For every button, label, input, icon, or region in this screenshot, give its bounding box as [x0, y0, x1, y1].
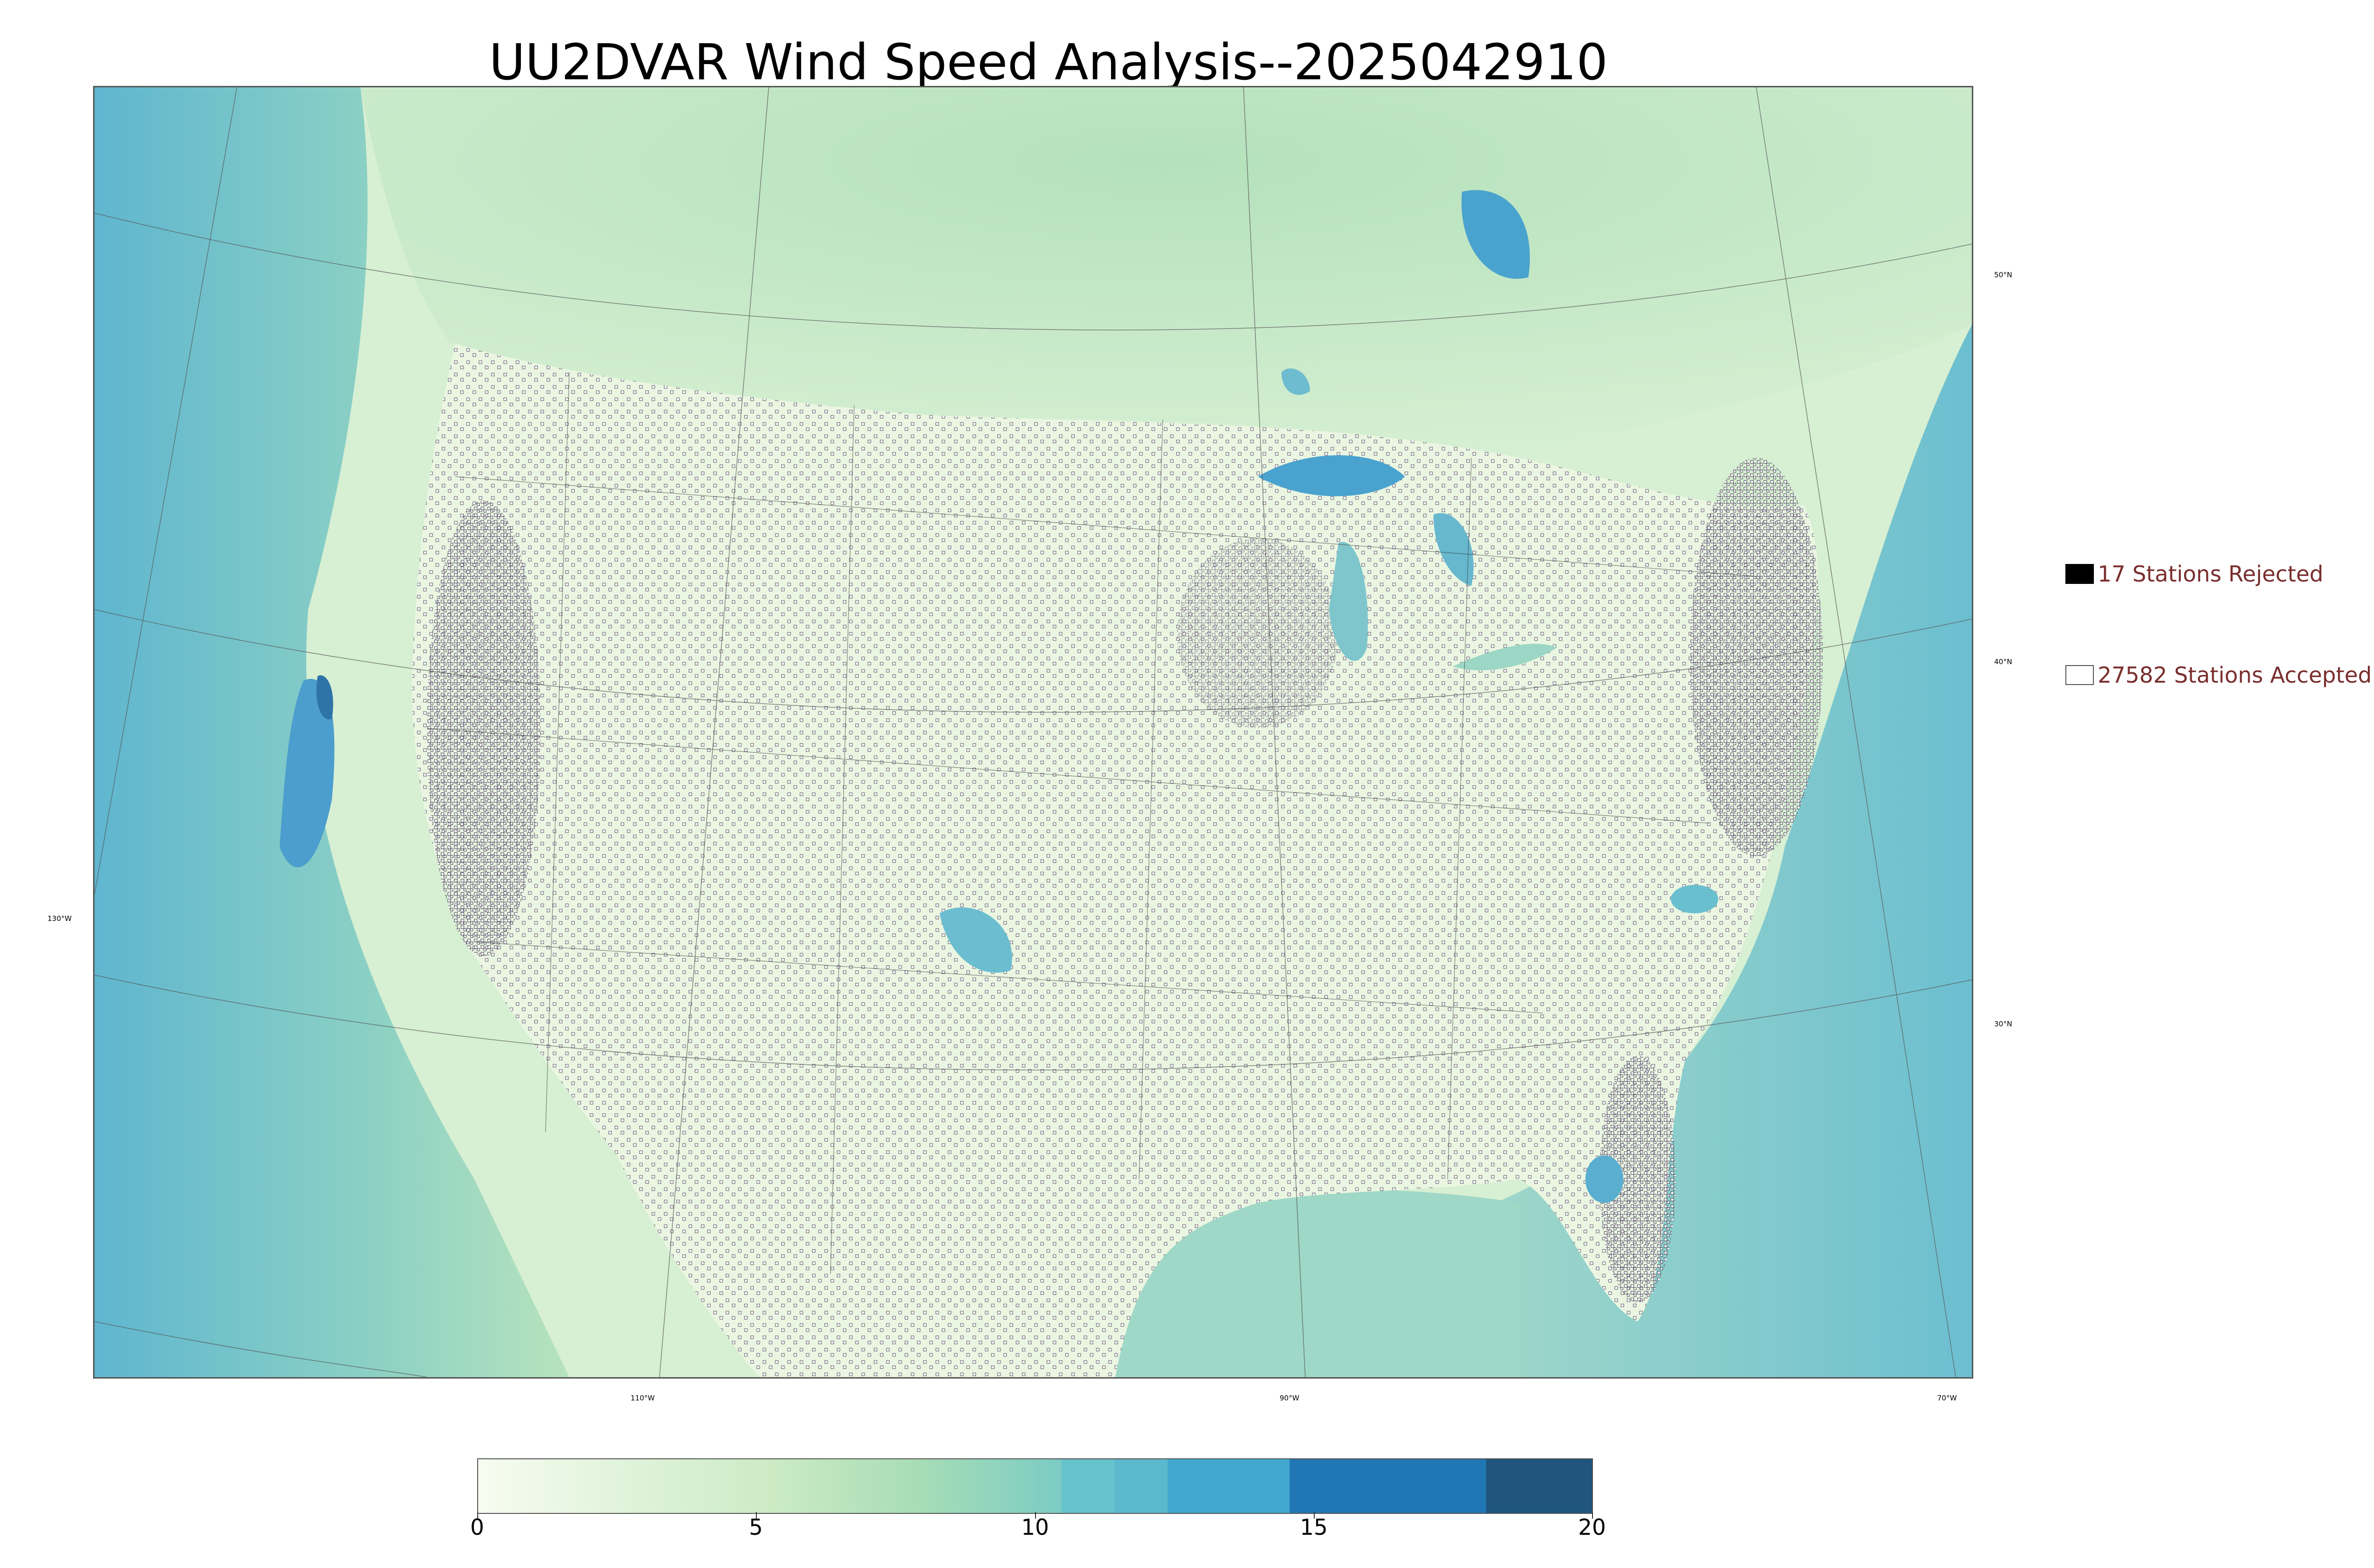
colorbar-label-0: 0 — [470, 1514, 484, 1540]
lon-label-90w: 90°W — [1280, 1394, 1300, 1402]
legend-rejected-text: 17 Stations Rejected — [2098, 561, 2324, 587]
lon-label-130w: 130°W — [47, 914, 72, 923]
colorbar-label-20: 20 — [1578, 1514, 1606, 1540]
colorbar-band — [1486, 1459, 1592, 1513]
map-title: UU2DVAR Wind Speed Analysis--2025042910 — [489, 33, 1608, 91]
colorbar-tick — [1035, 1512, 1036, 1519]
lon-label-70w: 70°W — [1937, 1394, 1957, 1402]
colorbar-tick — [1592, 1512, 1593, 1519]
accepted-swatch-icon — [2065, 665, 2094, 685]
legend-rejected: 17 Stations Rejected — [2065, 561, 2323, 587]
rejected-swatch-icon — [2065, 564, 2094, 584]
lat-label-30n: 30°N — [1994, 1020, 2012, 1028]
map-canvas — [94, 87, 1972, 1377]
colorbar — [477, 1458, 1593, 1514]
colorbar-band — [1061, 1459, 1115, 1513]
colorbar-band — [1114, 1459, 1168, 1513]
colorbar-tick — [756, 1512, 757, 1519]
colorbar-label-5: 5 — [749, 1514, 763, 1540]
colorbar-gradient — [478, 1459, 1062, 1513]
lon-label-110w: 110°W — [631, 1394, 655, 1402]
legend-accepted-text: 27582 Stations Accepted — [2098, 662, 2372, 688]
colorbar-tick — [477, 1512, 478, 1519]
colorbar-band — [1168, 1459, 1290, 1513]
lat-label-50n: 50°N — [1994, 271, 2012, 279]
wind-speed-map — [93, 86, 1973, 1379]
colorbar-tick — [1314, 1512, 1315, 1519]
legend-accepted: 27582 Stations Accepted — [2065, 662, 2372, 688]
colorbar-label-15: 15 — [1300, 1514, 1328, 1540]
colorbar-band — [1290, 1459, 1486, 1513]
colorbar-label-10: 10 — [1021, 1514, 1049, 1540]
lat-label-40n: 40°N — [1994, 657, 2012, 666]
